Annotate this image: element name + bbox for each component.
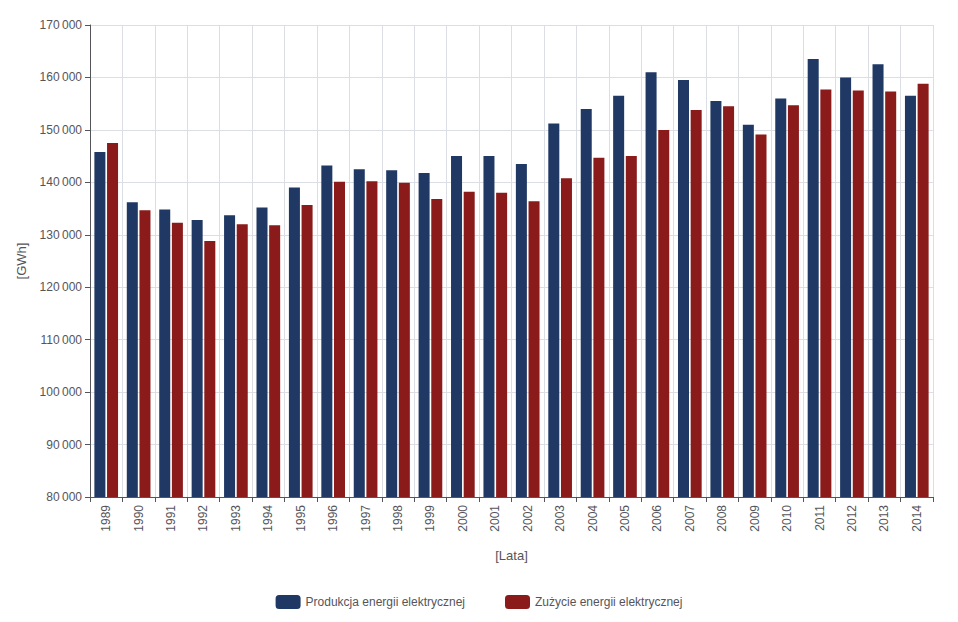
svg-text:2006: 2006 xyxy=(650,505,664,532)
svg-text:1989: 1989 xyxy=(99,505,113,532)
svg-text:110 000: 110 000 xyxy=(40,333,82,347)
svg-text:2007: 2007 xyxy=(683,505,697,532)
svg-text:1991: 1991 xyxy=(164,505,178,532)
svg-text:1993: 1993 xyxy=(229,505,243,532)
svg-text:1994: 1994 xyxy=(261,505,275,532)
svg-text:130 000: 130 000 xyxy=(40,228,83,242)
svg-text:1999: 1999 xyxy=(423,505,437,532)
svg-text:1997: 1997 xyxy=(359,505,373,532)
svg-text:[GWh]: [GWh] xyxy=(14,243,29,280)
svg-text:[Lata]: [Lata] xyxy=(495,548,528,563)
svg-text:2012: 2012 xyxy=(845,505,859,532)
svg-text:2004: 2004 xyxy=(586,505,600,532)
svg-text:1995: 1995 xyxy=(294,505,308,532)
svg-text:2000: 2000 xyxy=(456,505,470,532)
svg-text:2005: 2005 xyxy=(618,505,632,532)
svg-text:2014: 2014 xyxy=(910,505,924,532)
svg-text:2009: 2009 xyxy=(748,505,762,532)
svg-text:90 000: 90 000 xyxy=(46,438,82,452)
svg-text:Produkcja energii elektrycznej: Produkcja energii elektrycznej xyxy=(306,595,465,609)
svg-text:150 000: 150 000 xyxy=(40,123,83,137)
svg-text:100 000: 100 000 xyxy=(40,385,83,399)
svg-text:2010: 2010 xyxy=(780,505,794,532)
svg-text:160 000: 160 000 xyxy=(40,70,83,84)
svg-text:2013: 2013 xyxy=(877,505,891,532)
svg-text:1992: 1992 xyxy=(196,505,210,532)
svg-text:Zużycie energii elektrycznej: Zużycie energii elektrycznej xyxy=(535,595,682,609)
svg-text:2002: 2002 xyxy=(521,505,535,532)
svg-text:2011: 2011 xyxy=(813,505,827,531)
svg-text:80 000: 80 000 xyxy=(46,490,82,504)
svg-text:2008: 2008 xyxy=(715,505,729,532)
svg-text:1998: 1998 xyxy=(391,505,405,532)
svg-text:1996: 1996 xyxy=(326,505,340,532)
svg-text:2001: 2001 xyxy=(488,505,502,532)
svg-text:120 000: 120 000 xyxy=(40,280,83,294)
svg-text:1990: 1990 xyxy=(132,505,146,532)
svg-text:140 000: 140 000 xyxy=(40,175,83,189)
svg-text:170 000: 170 000 xyxy=(40,18,83,32)
svg-text:2003: 2003 xyxy=(553,505,567,532)
